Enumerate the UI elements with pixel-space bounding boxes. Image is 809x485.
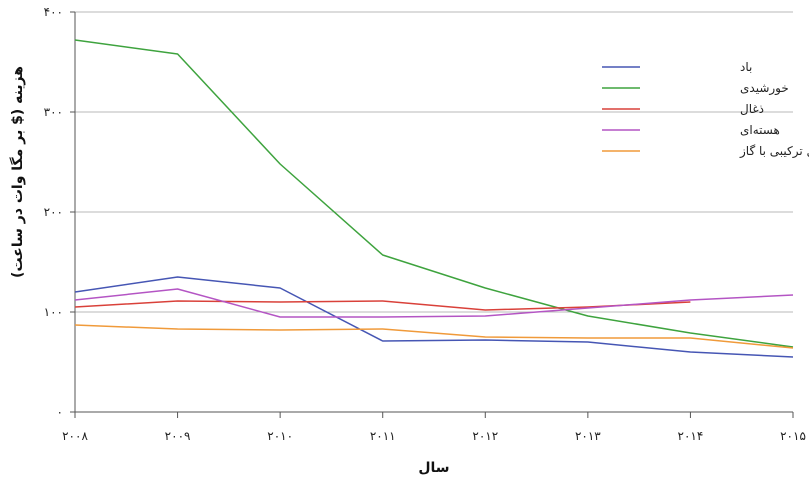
x-tick-label-1: ۲۰۰۹ <box>165 429 191 443</box>
x-tick-label-6: ۲۰۱۴ <box>678 429 704 443</box>
legend-label-4: سیکل ترکیبی با گاز <box>739 144 809 159</box>
x-tick-label-2: ۲۰۱۰ <box>267 429 293 443</box>
series-line-4 <box>74 324 794 349</box>
series-line-1 <box>74 39 794 348</box>
series-line-2 <box>74 300 691 311</box>
y-tick-label-1: ۱۰۰ <box>44 305 63 319</box>
x-tick-label-4: ۲۰۱۲ <box>472 429 498 443</box>
series-line-3 <box>74 288 794 318</box>
legend-label-3: هسته‌ای <box>740 123 780 137</box>
legend-label-2: ذغال <box>740 102 764 116</box>
y-axis-title: هزینه ($ بر مگا وات در ساعت) <box>9 66 26 278</box>
axes: ۰ ۱۰۰ ۲۰۰ ۳۰۰ ۴۰۰ ۲۰۰۸ ۲۰۰۹ ۲۰۱۰ ۲۰۱۱ ۲۰۱۲ ۲۰۱۳ ۲۰۱… <box>44 5 806 443</box>
y-tick-label-4: ۴۰۰ <box>44 5 63 19</box>
series-layer <box>74 39 794 358</box>
y-tick-label-3: ۳۰۰ <box>44 105 63 119</box>
y-tick-label-0: ۰ <box>57 405 63 419</box>
legend: باد خورشیدی ذغال هسته‌ای سیکل ترکیبی با گاز <box>602 60 809 159</box>
legend-label-1: خورشیدی <box>740 81 789 96</box>
x-tick-label-3: ۲۰۱۱ <box>370 429 396 443</box>
series-line-0 <box>74 276 794 358</box>
x-tick-label-7: ۲۰۱۵ <box>780 429 806 443</box>
x-tick-label-5: ۲۰۱۳ <box>575 429 601 443</box>
legend-label-0: باد <box>740 60 752 74</box>
x-axis-title: سال <box>418 460 449 476</box>
x-tick-label-0: ۲۰۰۸ <box>62 429 88 443</box>
y-tick-label-2: ۲۰۰ <box>44 205 63 219</box>
grid-layer <box>75 11 793 313</box>
